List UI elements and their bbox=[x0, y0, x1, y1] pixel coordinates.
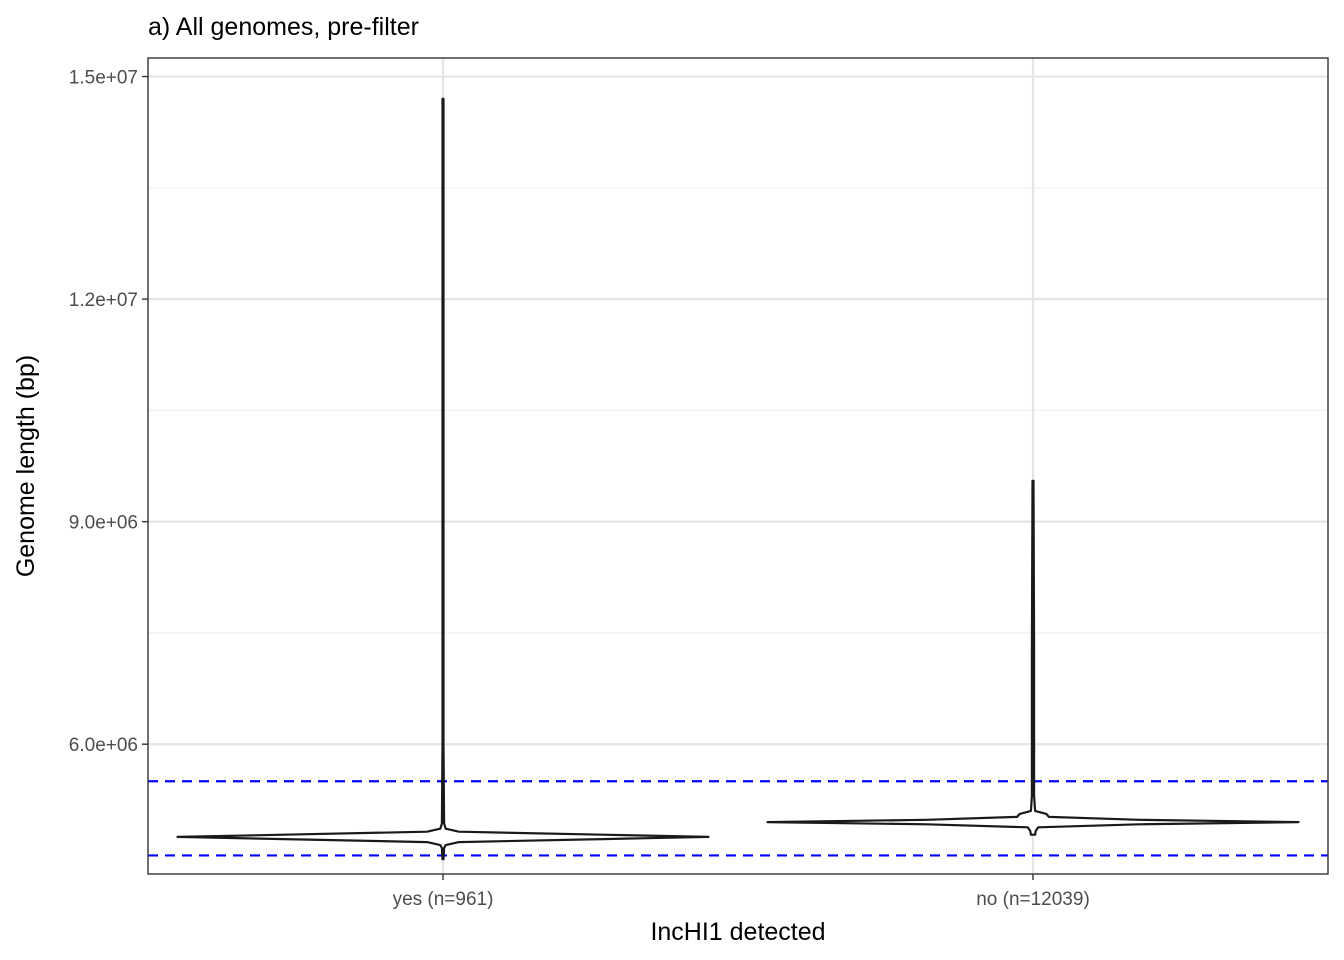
grid-lines bbox=[148, 58, 1328, 874]
y-axis-title: Genome length (bp) bbox=[12, 355, 40, 577]
y-tick-label: 6.0e+06 bbox=[69, 735, 138, 756]
violin-0 bbox=[176, 97, 710, 861]
y-tick-label: 9.0e+06 bbox=[69, 513, 138, 534]
x-axis-title: IncHI1 detected bbox=[650, 918, 825, 946]
y-tick-label: 1.2e+07 bbox=[69, 290, 138, 311]
y-tick-label: 1.5e+07 bbox=[69, 68, 138, 89]
chart-title: a) All genomes, pre-filter bbox=[148, 13, 419, 41]
y-axis: 6.0e+06 9.0e+06 1.2e+07 1.5e+07 bbox=[69, 68, 148, 756]
reference-lines bbox=[148, 780, 1328, 857]
panel-border bbox=[147, 57, 1329, 875]
x-tick-label: yes (n=961) bbox=[393, 889, 494, 910]
x-axis: yes (n=961) no (n=12039) bbox=[393, 874, 1090, 910]
violin-1 bbox=[766, 479, 1300, 836]
x-tick-label: no (n=12039) bbox=[976, 889, 1090, 910]
violins bbox=[176, 97, 1300, 861]
